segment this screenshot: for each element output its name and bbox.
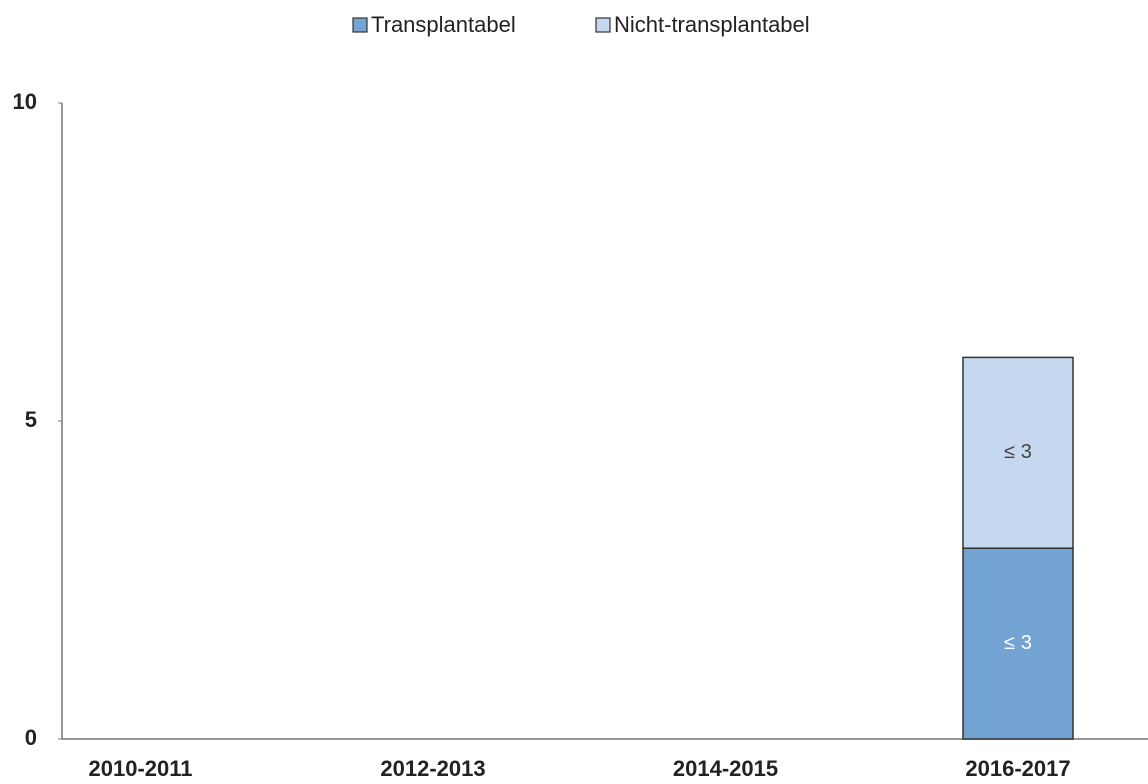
legend-label: Nicht-transplantabel — [614, 12, 810, 37]
legend-label: Transplantabel — [371, 12, 516, 37]
y-tick-label: 10 — [13, 89, 37, 114]
legend-swatch — [595, 17, 611, 33]
legend-swatch — [352, 17, 368, 33]
bar-segment — [962, 547, 1074, 740]
bar-segment — [962, 356, 1074, 549]
value-label: ≤ 3 — [1004, 632, 1032, 654]
x-tick-label: 2012-2013 — [380, 756, 485, 781]
value-label: ≤ 3 — [1004, 441, 1032, 463]
x-tick-label: 2010-2011 — [89, 756, 193, 781]
x-tick-label: 2014-2015 — [673, 756, 778, 781]
y-tick-label: 5 — [25, 407, 37, 432]
y-tick-label: 0 — [25, 725, 37, 750]
x-tick-label: 2016-2017 — [965, 756, 1070, 781]
